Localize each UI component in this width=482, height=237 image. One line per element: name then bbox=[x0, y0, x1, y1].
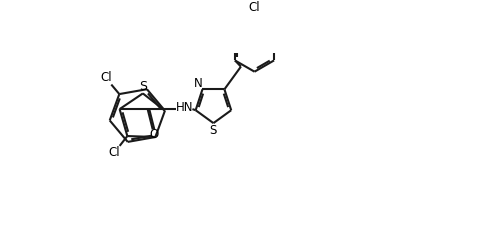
Text: Cl: Cl bbox=[249, 0, 260, 14]
Text: N: N bbox=[194, 77, 203, 91]
Text: Cl: Cl bbox=[108, 146, 120, 159]
Text: Cl: Cl bbox=[100, 72, 112, 84]
Text: S: S bbox=[139, 80, 147, 93]
Text: HN: HN bbox=[175, 101, 193, 114]
Text: S: S bbox=[210, 124, 217, 137]
Text: O: O bbox=[149, 128, 159, 141]
